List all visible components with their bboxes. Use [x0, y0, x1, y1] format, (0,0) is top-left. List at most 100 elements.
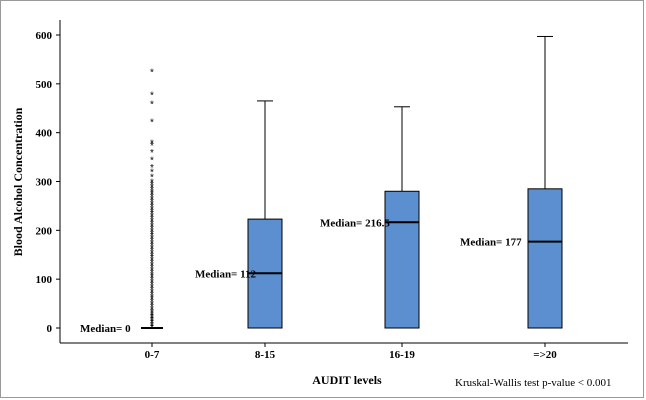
outlier-marker: * [150, 268, 154, 279]
median-label: Median= 112 [195, 268, 256, 280]
median-label: Median= 0 [80, 323, 131, 335]
outlier-marker: * [150, 248, 154, 259]
outlier-marker: * [150, 263, 154, 274]
box-iqr [384, 190, 420, 329]
outlier-marker: * [150, 197, 154, 208]
outlier-marker: * [150, 315, 154, 326]
outlier-marker: * [150, 312, 154, 323]
outlier-marker: * [150, 219, 154, 230]
outlier-marker: * [150, 148, 154, 159]
outlier-marker: * [150, 308, 154, 319]
outlier-marker: * [150, 168, 154, 179]
outlier-marker: * [150, 190, 154, 201]
outlier-marker: * [150, 313, 154, 324]
outlier-marker: * [150, 192, 154, 203]
outlier-marker: * [150, 302, 154, 313]
x-tick-label: 8-15 [255, 349, 276, 361]
outlier-marker: * [150, 310, 154, 321]
outlier-marker: * [150, 300, 154, 311]
outlier-marker: * [150, 270, 154, 281]
outlier-marker: * [150, 163, 154, 174]
outlier-marker: * [150, 217, 154, 228]
outlier-marker: * [150, 224, 154, 235]
outlier-marker: * [150, 317, 154, 328]
outlier-marker: * [150, 195, 154, 206]
outlier-marker: * [150, 180, 154, 191]
median-labels: Median= 0 Median= 112 Median= 216.5 Median=… [80, 217, 522, 335]
outlier-marker: * [150, 243, 154, 254]
test-annotation: Kruskal-Wallis test p-value < 0.001 [455, 377, 612, 389]
outlier-marker: * [150, 156, 154, 167]
outlier-marker: * [150, 239, 154, 250]
outlier-marker: * [150, 209, 154, 220]
outlier-marker: * [150, 251, 154, 262]
outlier-marker: * [150, 117, 154, 128]
outlier-marker: * [150, 318, 154, 329]
outlier-marker: * [150, 282, 154, 293]
outlier-marker: * [150, 185, 154, 196]
y-tick-label: 500 [36, 79, 53, 91]
outlier-marker: * [150, 234, 154, 245]
outlier-marker: * [150, 91, 154, 102]
outlier-marker: * [150, 226, 154, 237]
outlier-marker: * [150, 246, 154, 257]
outlier-marker: * [150, 258, 154, 269]
outlier-marker: * [150, 278, 154, 289]
outlier-marker: * [150, 236, 154, 247]
outlier-marker: * [150, 320, 154, 331]
median-label: Median= 177 [460, 237, 522, 249]
y-tick-label: 300 [36, 177, 53, 189]
outlier-marker: * [150, 138, 154, 149]
outlier-marker: * [150, 290, 154, 301]
outlier-marker: * [150, 261, 154, 272]
outlier-marker: * [150, 99, 154, 110]
outlier-marker: * [150, 273, 154, 284]
outlier-marker: * [150, 182, 154, 193]
outlier-marker: * [150, 307, 154, 318]
outlier-marker: * [150, 304, 154, 315]
outlier-marker: * [150, 241, 154, 252]
y-tick-label: 600 [36, 30, 53, 42]
x-tick-label: 16-19 [389, 349, 415, 361]
x-tick-label: =>20 [533, 349, 557, 361]
outlier-marker: * [150, 229, 154, 240]
outlier-marker: * [150, 275, 154, 286]
outlier-marker: * [150, 231, 154, 242]
outlier-marker: * [150, 214, 154, 225]
outlier-marker: * [150, 207, 154, 218]
outlier-marker: * [150, 297, 154, 308]
outlier-marker: * [150, 204, 154, 215]
y-tick-label: 400 [36, 128, 53, 140]
outlier-marker: * [150, 285, 154, 296]
outlier-marker: * [150, 292, 154, 303]
outlier-marker: * [150, 280, 154, 291]
median-label: Median= 216.5 [320, 217, 390, 229]
outlier-marker: * [150, 187, 154, 198]
outlier-marker: * [150, 199, 154, 210]
outlier-marker: * [150, 173, 154, 184]
y-tick-label: 0 [47, 323, 53, 335]
outlier-marker: * [150, 256, 154, 267]
x-axis-title: AUDIT levels [312, 373, 382, 387]
outlier-marker: * [150, 265, 154, 276]
outlier-marker: * [150, 202, 154, 213]
y-axis-title: Blood Alcohol Concentration [11, 107, 25, 256]
outlier-marker: * [150, 141, 154, 152]
x-ticks: 0-7 8-15 16-19 =>20 [145, 343, 557, 361]
y-ticks: 0 100 200 300 400 500 600 [36, 30, 60, 335]
outlier-marker: * [150, 221, 154, 232]
outlier-marker: * [150, 295, 154, 306]
outlier-marker: * [150, 178, 154, 189]
boxes [141, 35, 563, 329]
outlier-markers: ****************************************… [150, 68, 154, 334]
y-tick-label: 200 [36, 225, 53, 237]
x-tick-label: 0-7 [145, 349, 160, 361]
box-iqr [527, 188, 563, 329]
outlier-marker: * [150, 287, 154, 298]
y-tick-label: 100 [36, 274, 53, 286]
outlier-marker: * [150, 253, 154, 264]
outlier-marker: * [150, 68, 154, 79]
outlier-marker: * [150, 212, 154, 223]
